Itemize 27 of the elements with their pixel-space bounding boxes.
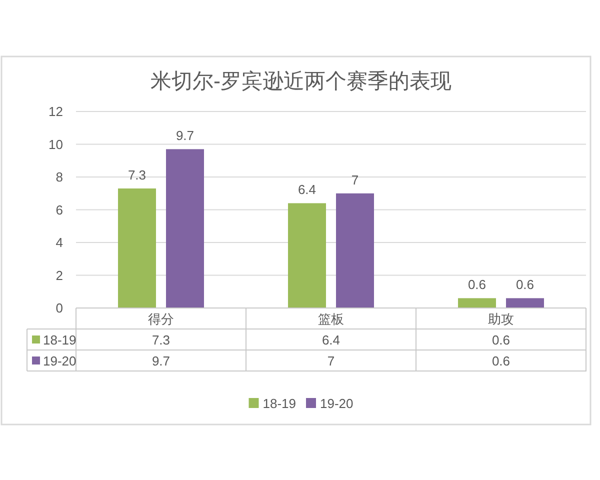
y-tick: 4 (56, 235, 63, 250)
legend-label: 19-20 (320, 396, 354, 411)
table-value: 6.4 (322, 332, 340, 348)
table-value: 7 (327, 354, 335, 368)
row-label: 18-19 (43, 332, 76, 348)
table-value: 0.6 (492, 332, 510, 348)
y-tick: 2 (56, 268, 63, 283)
table-value: 9.7 (152, 354, 170, 368)
legend-label: 18-19 (262, 396, 296, 411)
data-label: 6.4 (298, 182, 316, 198)
column-label: 助攻 (488, 312, 514, 326)
column-label: 得分 (148, 312, 174, 326)
data-label: 7.3 (128, 167, 146, 182)
table-value: 0.6 (492, 354, 510, 368)
data-label: 9.7 (176, 128, 194, 144)
table-value: 7.3 (152, 332, 170, 348)
data-label: 7 (351, 172, 359, 188)
y-tick: 0 (56, 300, 63, 316)
y-tick: 8 (56, 170, 63, 184)
column-label: 篮板 (318, 312, 344, 326)
data-label: 0.6 (468, 277, 486, 292)
y-tick: 12 (48, 104, 63, 119)
data-label: 0.6 (516, 277, 534, 292)
row-label: 19-20 (43, 354, 76, 368)
title: 米切尔-罗宾逊近两个赛季的表现 (150, 70, 452, 93)
y-tick: 6 (56, 202, 63, 218)
y-tick: 10 (48, 136, 63, 152)
